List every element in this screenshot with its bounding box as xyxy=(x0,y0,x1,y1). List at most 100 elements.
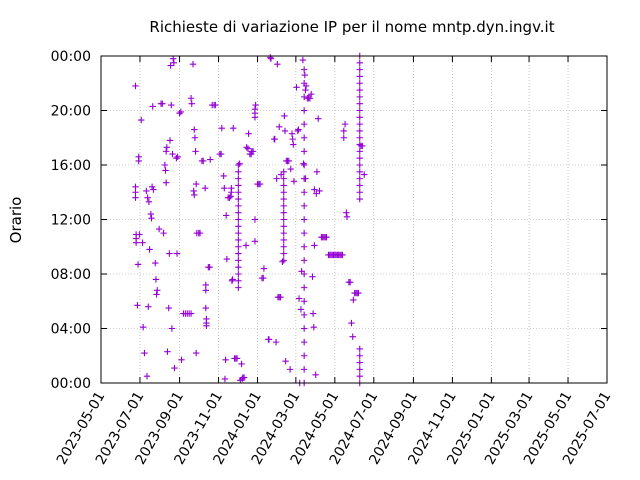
data-point xyxy=(177,108,185,116)
data-point xyxy=(169,55,177,62)
data-point xyxy=(143,187,150,195)
data-point xyxy=(307,90,315,98)
data-point xyxy=(189,60,197,68)
data-point xyxy=(168,101,175,109)
data-point xyxy=(201,184,209,192)
data-point xyxy=(148,214,155,222)
data-point xyxy=(300,352,308,359)
data-point xyxy=(221,184,228,192)
data-point xyxy=(286,366,294,373)
data-point xyxy=(300,325,308,332)
data-point xyxy=(191,134,199,141)
data-point xyxy=(245,130,252,137)
data-point xyxy=(356,86,363,94)
data-point xyxy=(238,360,245,368)
data-point xyxy=(132,183,139,190)
data-point xyxy=(300,366,308,373)
data-point xyxy=(302,175,309,182)
data-point xyxy=(302,86,309,94)
data-point xyxy=(218,125,225,132)
data-point xyxy=(235,257,242,264)
chart-title: Richieste di variazione IP per il nome m… xyxy=(149,18,554,36)
data-point xyxy=(169,150,176,158)
data-point xyxy=(355,289,362,297)
data-point xyxy=(285,157,293,165)
data-point xyxy=(230,125,237,132)
data-point xyxy=(350,296,357,304)
data-point xyxy=(228,189,235,196)
data-point xyxy=(235,195,242,203)
data-point xyxy=(134,302,141,309)
data-point xyxy=(356,352,363,359)
data-point xyxy=(280,209,287,216)
data-point xyxy=(223,212,230,219)
data-point xyxy=(280,175,287,182)
data-point xyxy=(148,183,156,190)
data-point xyxy=(235,175,242,182)
data-point xyxy=(313,168,321,176)
data-point xyxy=(226,194,233,201)
data-point xyxy=(176,110,183,117)
data-point xyxy=(290,141,297,148)
label-layer: 00:0004:0008:0012:0016:0020:0000:002023-… xyxy=(51,49,615,467)
data-point xyxy=(267,54,274,61)
data-point xyxy=(281,127,289,135)
data-point xyxy=(300,338,308,346)
data-point xyxy=(287,165,294,173)
data-point xyxy=(361,171,368,178)
data-point xyxy=(356,107,363,114)
data-point xyxy=(192,349,200,357)
data-point xyxy=(309,310,317,317)
data-point xyxy=(290,178,298,185)
y-tick-label: 12:00 xyxy=(51,213,91,229)
data-point xyxy=(235,236,242,244)
data-point xyxy=(200,157,207,165)
data-point xyxy=(267,55,275,62)
data-point xyxy=(203,322,210,329)
data-point xyxy=(228,277,236,285)
data-point xyxy=(311,242,318,249)
data-point xyxy=(155,225,163,233)
data-point xyxy=(356,134,363,141)
data-point xyxy=(356,93,363,101)
tick-layer xyxy=(100,55,608,384)
data-point xyxy=(302,82,310,90)
data-point xyxy=(356,120,363,128)
data-point xyxy=(191,126,198,133)
data-point xyxy=(339,251,346,259)
data-point xyxy=(164,348,171,355)
data-point xyxy=(356,359,363,366)
data-point xyxy=(173,154,180,162)
data-point xyxy=(300,229,308,237)
data-point xyxy=(293,84,300,91)
data-point xyxy=(277,293,284,301)
data-point xyxy=(147,210,155,218)
data-point xyxy=(212,101,219,109)
data-point xyxy=(251,105,259,113)
data-point xyxy=(356,127,363,135)
data-point xyxy=(341,120,349,128)
data-point xyxy=(229,276,236,283)
data-point xyxy=(300,93,308,101)
data-point xyxy=(310,323,317,331)
data-point xyxy=(356,182,363,189)
data-point xyxy=(260,265,268,272)
data-point xyxy=(235,209,242,216)
data-point xyxy=(233,355,241,362)
data-point xyxy=(162,167,169,174)
data-point xyxy=(162,148,170,155)
data-point xyxy=(343,213,351,220)
data-point xyxy=(222,356,229,364)
data-point xyxy=(356,114,363,121)
data-point xyxy=(202,304,209,312)
data-point xyxy=(349,333,356,340)
data-point xyxy=(235,189,242,196)
data-point xyxy=(159,100,166,107)
data-point xyxy=(220,172,227,180)
data-point xyxy=(300,120,308,128)
data-point xyxy=(300,148,308,155)
data-point xyxy=(145,303,152,310)
data-point xyxy=(141,349,148,357)
y-tick-label: 04:00 xyxy=(51,322,91,338)
